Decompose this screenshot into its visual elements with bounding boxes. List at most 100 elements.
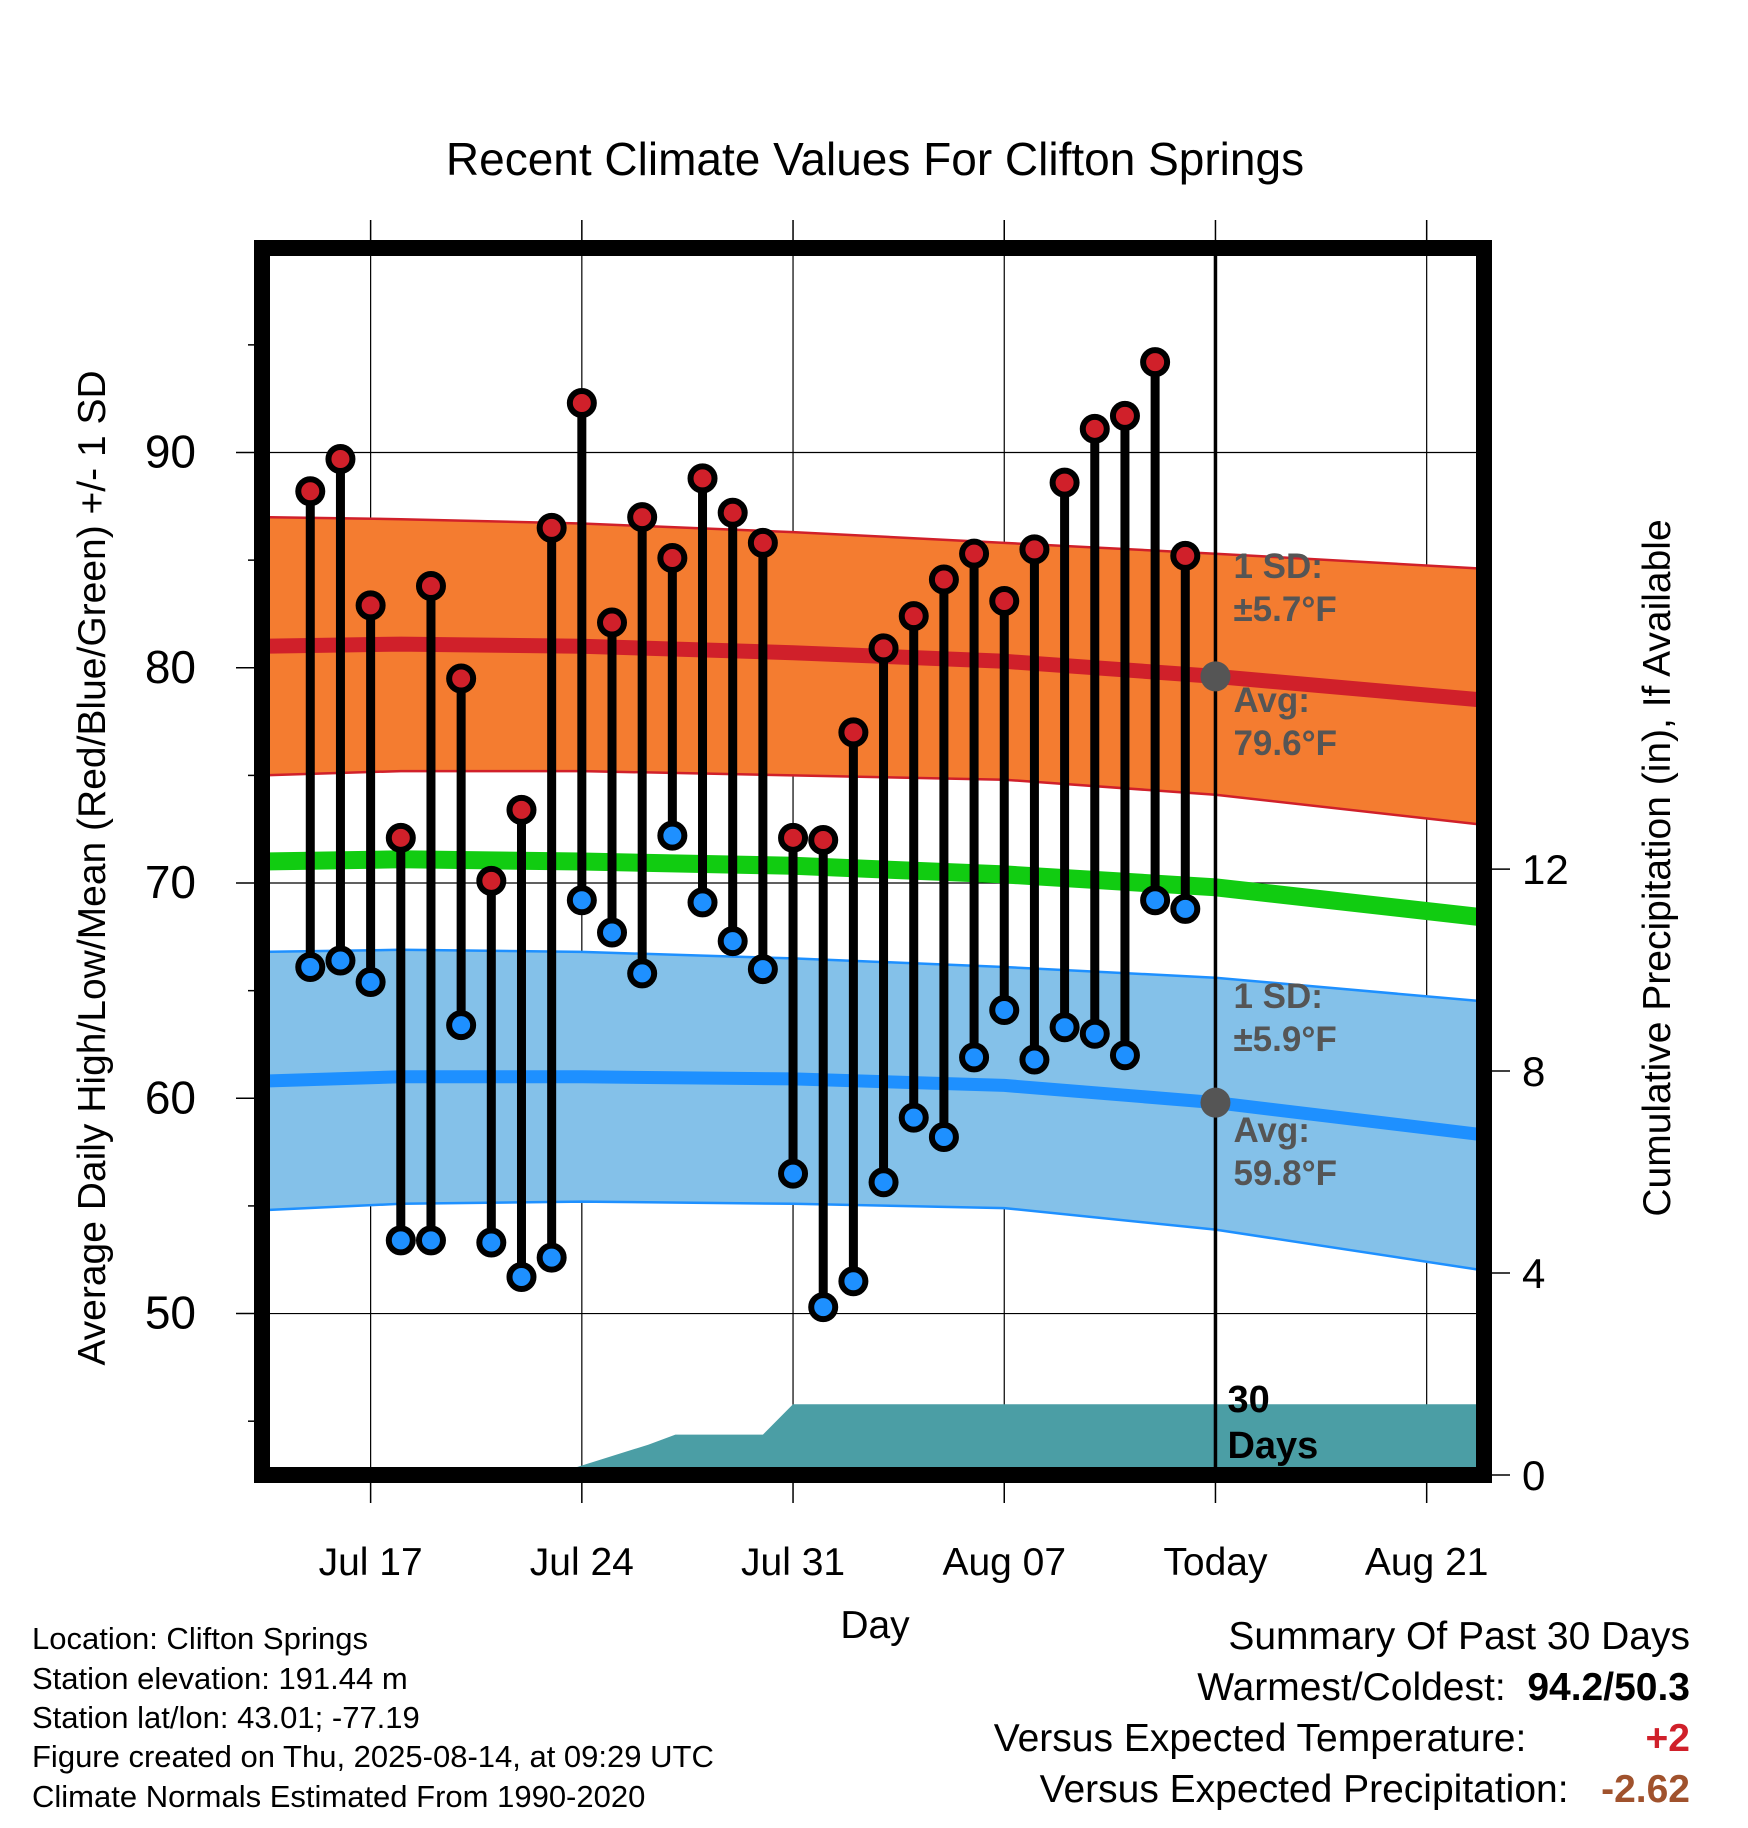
days-count-word: Days — [1227, 1425, 1318, 1467]
high-point — [868, 633, 899, 664]
y-tick-label: 80 — [145, 641, 196, 693]
y-tick-label: 90 — [145, 426, 196, 478]
low-point — [657, 820, 688, 851]
summary-title: Summary Of Past 30 Days — [1228, 1615, 1690, 1658]
high-point — [446, 663, 477, 694]
low-point — [747, 954, 778, 985]
high-point — [1109, 400, 1140, 431]
low-point — [1019, 1044, 1050, 1075]
high-point — [1049, 467, 1080, 498]
low-point — [295, 951, 326, 982]
high-point — [536, 512, 567, 543]
x-tick-label: Jul 17 — [319, 1541, 423, 1584]
low-avg-value: 59.8°F — [1233, 1154, 1337, 1193]
summary-precip-value: -2.62 — [1601, 1768, 1690, 1811]
high-avg-label: Avg: — [1233, 681, 1309, 720]
high-point — [355, 590, 386, 621]
high-point — [959, 538, 990, 569]
y2-tick-label: 0 — [1522, 1452, 1545, 1499]
high-point — [808, 824, 839, 855]
low-point — [1140, 885, 1171, 916]
high-point — [928, 564, 959, 595]
summary-temperature: Versus Expected Temperature: +2 — [994, 1717, 1690, 1761]
x-tick-label: Aug 21 — [1365, 1541, 1489, 1584]
low-point — [415, 1225, 446, 1256]
high-avg-value: 79.6°F — [1233, 724, 1337, 763]
chart-title: Recent Climate Values For Clifton Spring… — [446, 133, 1304, 185]
low-point — [385, 1225, 416, 1256]
days-count-number: 30 — [1227, 1379, 1269, 1421]
y-axis-label: Average Daily High/Low/Mean (Red/Blue/Gr… — [71, 370, 114, 1365]
precipitation-area — [262, 1404, 1484, 1475]
low-point — [989, 995, 1020, 1026]
y-tick-label: 70 — [145, 856, 196, 908]
low-point — [778, 1158, 809, 1189]
info-location: Location: Clifton Springs — [32, 1621, 369, 1656]
high-point — [778, 822, 809, 853]
low-point — [717, 926, 748, 957]
low-point — [838, 1266, 869, 1297]
low-point — [597, 917, 628, 948]
info-elevation: Station elevation: 191.44 m — [32, 1661, 408, 1696]
high-point — [476, 865, 507, 896]
low-point — [1079, 1018, 1110, 1049]
y2-tick-label: 12 — [1522, 846, 1569, 893]
low-point — [627, 958, 658, 989]
low-sd-value: ±5.9°F — [1233, 1020, 1336, 1059]
high-point — [989, 586, 1020, 617]
low-point — [928, 1122, 959, 1153]
low-point — [1109, 1040, 1140, 1071]
low-point — [959, 1042, 990, 1073]
info-created: Figure created on Thu, 2025-08-14, at 09… — [32, 1739, 714, 1774]
high-point — [687, 463, 718, 494]
y-tick-label: 50 — [145, 1287, 196, 1339]
high-point — [385, 822, 416, 853]
y2-tick-label: 4 — [1522, 1250, 1545, 1297]
low-point — [566, 885, 597, 916]
low-sd-band — [262, 949, 1484, 1271]
y-tick-label: 60 — [145, 1071, 196, 1123]
y2-axis-label: Cumulative Precipitation (in), If Availa… — [1636, 519, 1679, 1216]
high-point — [747, 527, 778, 558]
high-point — [838, 717, 869, 748]
low-sd-label: 1 SD: — [1233, 977, 1322, 1016]
high-point — [506, 794, 537, 825]
info-latlon: Station lat/lon: 43.01; -77.19 — [32, 1700, 420, 1735]
high-point — [627, 502, 658, 533]
high-sd-band — [262, 517, 1484, 825]
low-point — [325, 945, 356, 976]
high-point — [1170, 540, 1201, 571]
today-low-average-marker — [1200, 1087, 1231, 1118]
low-point — [476, 1227, 507, 1258]
high-point — [1019, 534, 1050, 565]
low-avg-label: Avg: — [1233, 1111, 1309, 1150]
x-tick-label: Jul 24 — [530, 1541, 634, 1584]
high-point — [566, 387, 597, 418]
high-point — [325, 443, 356, 474]
low-point — [808, 1292, 839, 1323]
high-point — [657, 542, 688, 573]
high-sd-value: ±5.7°F — [1233, 590, 1336, 629]
low-point — [898, 1102, 929, 1133]
low-point — [1049, 1012, 1080, 1043]
high-point — [597, 607, 628, 638]
high-point — [1140, 347, 1171, 378]
x-tick-label: Jul 31 — [741, 1541, 845, 1584]
x-tick-label: Today — [1163, 1541, 1268, 1584]
summary-precipitation: Versus Expected Precipitation: -2.62 — [1040, 1768, 1690, 1812]
today-high-average-marker — [1200, 661, 1231, 692]
x-tick-label: Aug 07 — [942, 1541, 1066, 1584]
high-sd-label: 1 SD: — [1233, 547, 1322, 586]
high-point — [717, 497, 748, 528]
x-axis-label: Day — [840, 1604, 910, 1647]
low-point — [868, 1167, 899, 1198]
plot-frame — [254, 240, 1492, 1483]
high-point — [415, 570, 446, 601]
summary-precip-label: Versus Expected Precipitation: — [1039, 1768, 1569, 1811]
high-point — [295, 476, 326, 507]
low-point — [536, 1242, 567, 1273]
summary-warm-cold-label: Warmest/Coldest: — [1197, 1666, 1506, 1709]
high-point — [898, 601, 929, 632]
summary-temp-label: Versus Expected Temperature: — [993, 1717, 1527, 1760]
